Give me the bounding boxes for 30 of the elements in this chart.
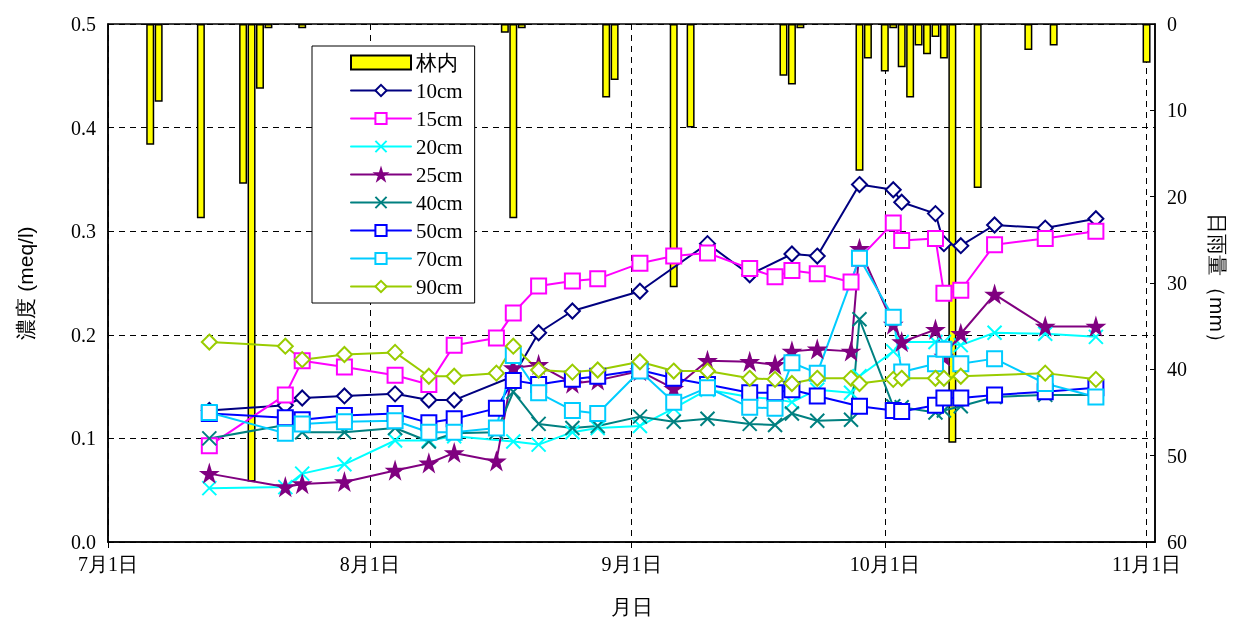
y2-tick-label: 10: [1167, 99, 1187, 122]
legend-label: 70cm: [416, 246, 463, 271]
x-tick-label: 8月1日: [339, 553, 400, 575]
legend-label: 50cm: [416, 218, 463, 243]
legend-label: 10cm: [416, 78, 463, 103]
legend-label: 90cm: [416, 274, 463, 299]
y-tick-label: 0.2: [71, 323, 96, 346]
x-tick-label: 7月1日: [78, 553, 138, 575]
y2-axis-title: 日雨量（mm）: [1206, 213, 1229, 353]
y2-tick-label: 20: [1167, 185, 1187, 208]
legend-label: 20cm: [416, 134, 463, 159]
y-tick-label: 0.4: [71, 116, 96, 139]
legend-label: 15cm: [416, 106, 463, 131]
y2-tick-label: 40: [1167, 358, 1187, 381]
legend-label: 25cm: [416, 162, 463, 187]
legend-label: 林内: [415, 50, 458, 75]
y-tick-label: 0.0: [71, 531, 96, 553]
y2-tick-label: 0: [1167, 13, 1177, 35]
y-tick-label: 0.5: [71, 13, 96, 35]
y2-tick-label: 30: [1167, 272, 1187, 294]
y2-tick-label: 50: [1167, 444, 1187, 467]
x-tick-label: 10月1日: [849, 553, 920, 575]
y-tick-label: 0.3: [71, 220, 96, 243]
y2-tick-label: 60: [1167, 531, 1187, 553]
x-tick-label: 11月1日: [1111, 553, 1182, 575]
y-axis-title: 濃度 (meq/l): [14, 226, 37, 340]
y-tick-label: 0.1: [71, 427, 96, 450]
x-tick-label: 9月1日: [601, 553, 662, 575]
x-axis-title: 月日: [610, 595, 653, 618]
legend-label: 40cm: [416, 190, 463, 215]
